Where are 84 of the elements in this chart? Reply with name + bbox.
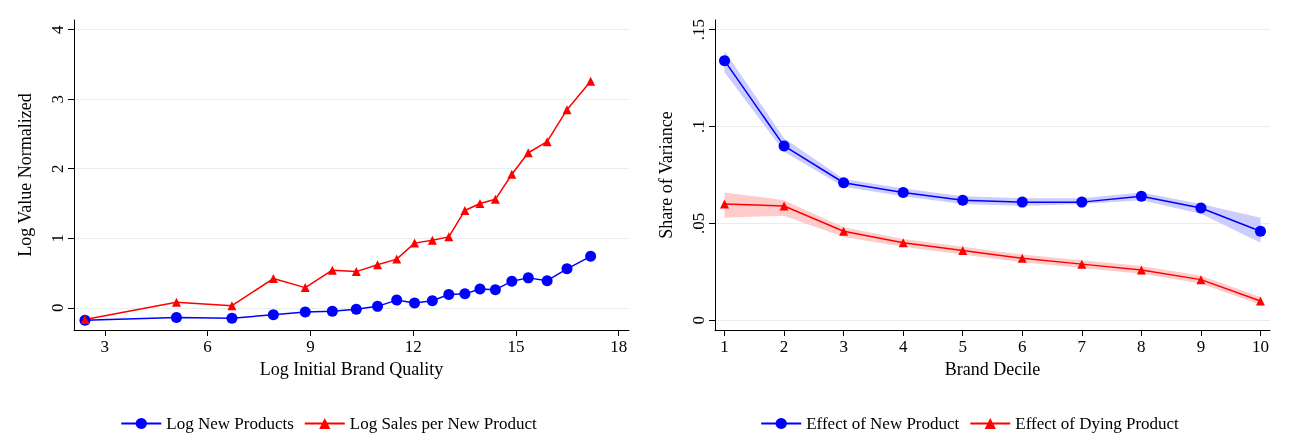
x-tick-label: 9 [306, 337, 315, 356]
y-tick-label: 2 [48, 164, 67, 173]
point [839, 226, 849, 236]
point [326, 305, 338, 317]
y-tick-label: 3 [48, 94, 67, 104]
point [490, 194, 500, 204]
x-axis-title: Log Initial Brand Quality [259, 359, 444, 379]
point [268, 274, 278, 284]
point [171, 297, 181, 307]
point [719, 55, 731, 67]
point [507, 169, 517, 179]
point [561, 263, 573, 275]
x-tick-label: 15 [507, 337, 525, 356]
y-tick-label: 0 [689, 316, 708, 325]
point [838, 177, 850, 189]
point [392, 254, 402, 264]
y-tick-label: .1 [689, 120, 708, 133]
point [410, 238, 420, 248]
point [1135, 190, 1147, 202]
x-tick-label: 6 [1018, 337, 1027, 356]
legend-label: Effect of New Product [806, 414, 960, 433]
point [720, 199, 730, 209]
point [372, 300, 384, 312]
point [1195, 202, 1207, 214]
y-axis-title: Log Value Normalized [15, 93, 35, 257]
point [226, 312, 238, 324]
point [1255, 296, 1265, 306]
point [541, 275, 553, 287]
point [542, 137, 552, 147]
x-tick-label: 3 [839, 337, 848, 356]
y-tick-label: 0 [48, 303, 67, 313]
point [897, 186, 909, 198]
point [460, 205, 470, 215]
point [1077, 259, 1087, 269]
legend-label: Log Sales per New Product [349, 414, 537, 433]
point [522, 272, 534, 284]
x-tick-label: 8 [1137, 337, 1146, 356]
point [170, 311, 182, 323]
y-axis-title: Share of Variance [656, 111, 676, 239]
point [327, 265, 337, 275]
point [267, 309, 279, 321]
x-tick-label: 2 [779, 337, 789, 356]
point [299, 306, 311, 318]
x-tick-label: 9 [1196, 337, 1206, 356]
point [1254, 225, 1266, 237]
x-tick-label: 10 [1251, 337, 1269, 356]
point [506, 275, 518, 287]
x-tick-label: 18 [610, 337, 628, 356]
point [373, 260, 383, 270]
point [562, 105, 572, 115]
x-tick-label: 12 [404, 337, 422, 356]
point [426, 295, 438, 307]
point [779, 201, 789, 211]
point [443, 289, 455, 301]
x-tick-label: 3 [100, 337, 110, 356]
point [227, 301, 237, 311]
point [489, 284, 501, 296]
point [778, 140, 790, 152]
y-tick-label: .15 [689, 19, 708, 41]
x-tick-label: 4 [898, 337, 908, 356]
x-tick-label: 7 [1077, 337, 1087, 356]
x-axis-title: Brand Decile [944, 359, 1041, 379]
point [459, 288, 471, 300]
point [1196, 275, 1206, 285]
x-tick-label: 5 [958, 337, 967, 356]
point [475, 199, 485, 208]
point [350, 303, 362, 315]
point [1017, 253, 1027, 263]
legend-label: Effect of Dying Product [1015, 414, 1180, 433]
legend-label: Log New Products [166, 414, 294, 433]
point [474, 283, 486, 295]
x-tick-label: 1 [720, 337, 729, 356]
y-tick-label: 4 [48, 24, 67, 34]
point [586, 76, 596, 86]
y-tick-label: .05 [689, 212, 708, 235]
y-tick-label: 1 [48, 234, 67, 243]
point [1076, 196, 1088, 208]
x-tick-label: 6 [203, 337, 212, 356]
point [427, 235, 437, 245]
point [1016, 196, 1028, 208]
point [391, 294, 403, 306]
point [409, 297, 421, 309]
point [585, 250, 597, 262]
point [957, 194, 969, 206]
